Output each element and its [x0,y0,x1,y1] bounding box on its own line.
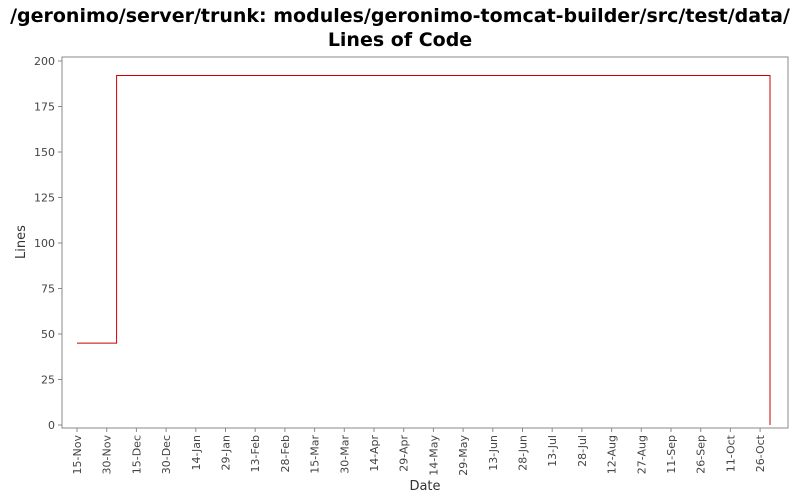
y-tick-label: 125 [34,192,55,205]
y-tick-label: 100 [34,237,55,250]
x-axis: 15-Nov 30-Nov 15-Dec 30-Dec 14-Jan 29-Jan 13-F… [71,428,767,476]
y-tick-label: 0 [48,419,55,432]
series-layer [77,75,771,425]
x-tick-label: 27-Aug [635,435,648,474]
x-tick-label: 13-Jul [546,435,559,467]
x-tick-label: 14-Apr [368,435,381,472]
x-tick-label: 30-Dec [160,435,173,474]
chart-title-line-2: Lines of Code [327,29,473,51]
x-tick-label: 15-Mar [309,435,322,474]
x-tick-label: 28-Jun [517,435,530,471]
y-tick-label: 25 [41,374,55,387]
x-tick-label: 30-Nov [101,435,114,475]
x-tick-label: 15-Nov [71,435,84,475]
y-axis-label: Lines [14,225,29,259]
x-tick-label: 26-Oct [754,434,767,472]
x-tick-label: 26-Sep [695,435,708,474]
y-tick-label: 50 [41,328,55,341]
y-axis: 0 25 50 75 100 125 150 175 200 [34,55,62,432]
x-tick-label: 12-Aug [606,435,619,474]
x-tick-label: 14-Jan [190,435,203,471]
chart-title-line-1: /geronimo/server/trunk: modules/geronimo… [10,5,790,27]
x-tick-label: 29-May [457,435,470,476]
y-tick-label: 175 [34,101,55,114]
x-tick-label: 11-Oct [724,434,737,472]
series-line [77,75,771,425]
x-tick-label: 14-May [427,435,440,476]
x-tick-label: 13-Feb [249,435,262,472]
y-tick-label: 75 [41,283,55,296]
x-tick-label: 29-Jan [220,435,233,471]
x-tick-label: 15-Dec [130,435,143,474]
y-tick-label: 150 [34,146,55,159]
x-tick-label: 29-Apr [398,435,411,472]
x-tick-label: 28-Feb [279,435,292,472]
x-tick-label: 30-Mar [338,435,351,474]
x-axis-label: Date [409,479,440,494]
chart-title: /geronimo/server/trunk: modules/geronimo… [0,4,800,52]
plot-area [61,56,789,429]
x-tick-label: 28-Jul [576,435,589,467]
x-tick-label: 13-Jun [487,435,500,471]
y-tick-label: 200 [34,55,55,68]
x-tick-label: 11-Sep [665,435,678,474]
